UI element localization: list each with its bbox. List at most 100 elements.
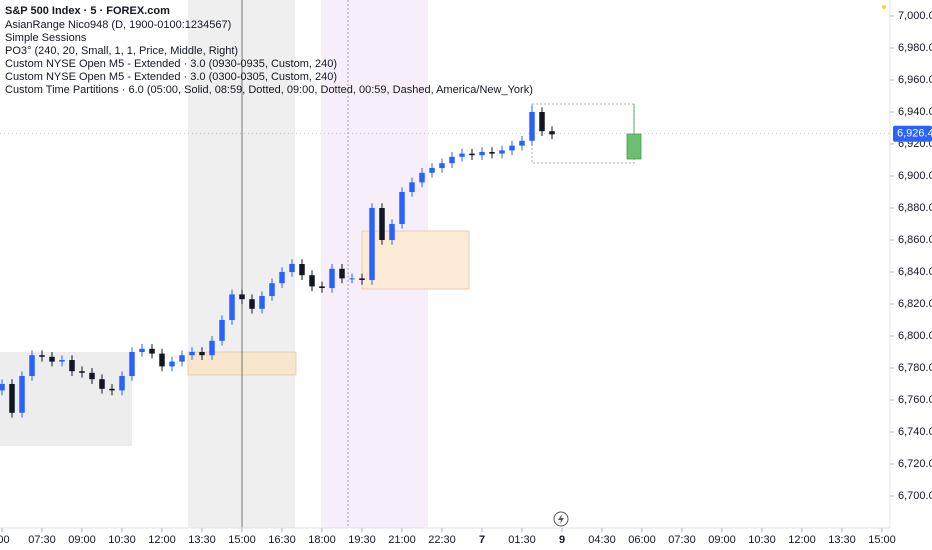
x-tick-label: 13:30 [828,534,856,546]
x-tick-label: 12:00 [148,534,176,546]
candle-body [0,384,5,391]
last-price-label: 6,926.4 [897,128,932,140]
candle-body [379,208,385,240]
candle-body [259,296,265,309]
candle-body [419,172,425,183]
x-tick-label: 22:30 [428,534,456,546]
candle-body [529,112,535,141]
candle-body [539,112,545,132]
candle-body [399,192,405,224]
candle-body [19,376,25,413]
indicator-label: Custom NYSE Open M5 - Extended · 3.0 (09… [5,58,337,70]
y-tick-label: 6,760.00 [898,394,932,406]
x-tick-label: 15:00 [868,534,896,546]
replay-icon[interactable] [553,511,569,527]
last-price-box [893,125,932,142]
session-band [188,0,295,528]
x-tick-label: 10:30 [748,534,776,546]
candle-body [249,299,255,309]
candle-body [39,355,45,357]
candle-body [189,352,195,356]
x-tick-label: 13:30 [188,534,216,546]
candle-body [339,268,345,279]
indicator-label: Simple Sessions [5,32,87,44]
candle-body [109,388,115,391]
x-tick-label: 15:00 [228,534,256,546]
y-tick-label: 6,840.00 [898,266,932,278]
y-tick-label: 6,780.00 [898,362,932,374]
candle-body [69,360,75,372]
y-tick-label: 6,720.00 [898,458,932,470]
x-tick-label: 7 [479,534,485,546]
nyse-open-box [361,230,470,290]
candle-body [179,355,185,362]
candle-body [289,264,295,272]
candle-body [239,294,245,300]
candle-body [119,376,125,391]
candle-body [359,278,365,280]
indicator-label: AsianRange Nico948 (D, 1900-0100:1234567… [5,19,231,31]
x-tick-label: 21:00 [388,534,416,546]
icon-bolt [558,514,564,524]
candle-body [309,275,315,287]
candle-body [169,361,175,367]
candle-body [299,264,305,276]
candle-body [89,372,95,380]
candle-body [319,286,325,288]
candle-body [269,283,275,296]
y-tick-label: 6,960.00 [898,74,932,86]
x-tick-label: 9 [559,534,565,546]
candle-body [489,152,495,154]
candle-body [519,140,525,146]
candle-body [209,340,215,356]
x-tick-label: 12:00 [788,534,816,546]
candle-body [369,208,375,280]
candle-body [449,156,455,164]
po3-candle [626,133,642,160]
candle-body [469,153,475,156]
candle-body [499,150,505,154]
candle-body [509,145,515,151]
y-tick-label: 6,980.00 [898,42,932,54]
candle-body [99,379,105,389]
legend: S&P 500 Index · 5 · FOREX.com AsianRange… [5,5,533,96]
x-tick-label: 09:00 [68,534,96,546]
x-tick-label: 10:30 [108,534,136,546]
indicator-label: Custom Time Partitions · 6.0 (05:00, Sol… [5,84,533,96]
chart-title: S&P 500 Index · 5 · FOREX.com [5,5,170,17]
x-tick-label: 06:00 [628,534,656,546]
candle-body [479,152,485,156]
y-tick-label: 6,820.00 [898,298,932,310]
candle-body [429,168,435,173]
candle-body [549,131,555,135]
y-tick-label: 6,800.00 [898,330,932,342]
candle-body [9,384,15,413]
candle-body [229,294,235,320]
candle-body [129,352,135,376]
candle-body [279,272,285,284]
candle-body [139,348,145,352]
candle-body [149,348,155,354]
y-tick-label: 6,700.00 [898,490,932,502]
candle-body [439,163,445,168]
candle-body [49,356,55,362]
x-tick-label: 16:30 [268,534,296,546]
y-tick-label: 6,880.00 [898,202,932,214]
y-tick-label: 6,740.00 [898,426,932,438]
y-tick-label: 6,860.00 [898,234,932,246]
candle-body [409,182,415,192]
x-tick-label: 07:30 [668,534,696,546]
candle-body [79,371,85,373]
x-tick-label: 09:00 [708,534,736,546]
candle-body [329,268,335,288]
x-tick-label: 18:00 [308,534,336,546]
plot-area [0,105,555,418]
candle-body [159,353,165,367]
indicator-label: Custom NYSE Open M5 - Extended · 3.0 (03… [5,71,337,83]
y-tick-label: 6,940.00 [898,106,932,118]
candle-body [59,360,65,362]
indicator-label: PO3° (240, 20, Small, 1, 1, Price, Middl… [5,45,238,57]
x-tick-label: 19:30 [348,534,376,546]
candle-body [389,224,395,240]
